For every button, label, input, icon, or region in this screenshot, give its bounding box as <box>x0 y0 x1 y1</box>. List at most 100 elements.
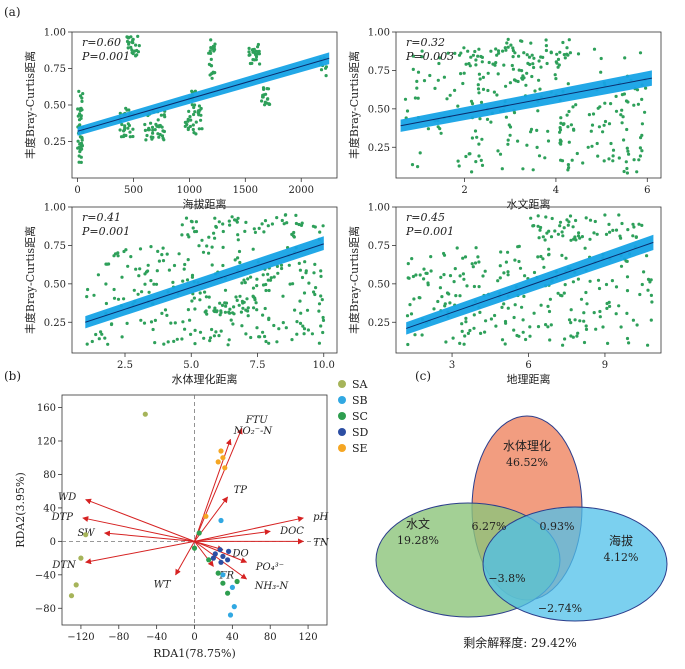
scatter-point <box>198 108 202 112</box>
scatter-point <box>479 54 483 59</box>
scatter-point <box>619 113 623 117</box>
scatter-point <box>253 52 257 57</box>
scatter-point <box>241 306 245 310</box>
scatter-point <box>607 122 612 126</box>
scatter-point <box>546 129 550 133</box>
scatter-point <box>566 125 570 129</box>
scatter-point <box>578 236 582 240</box>
scatter-point <box>519 39 523 43</box>
scatter-point <box>472 326 476 330</box>
scatter-point <box>495 93 499 97</box>
scatter-point <box>213 216 217 220</box>
scatter-point <box>275 340 279 344</box>
fit-line <box>77 57 330 132</box>
y-tick-label: 80 <box>43 470 56 481</box>
scatter-point <box>522 76 526 80</box>
scatter-point <box>406 262 410 266</box>
scatter-point <box>546 325 550 329</box>
y-tick-label: 0.25 <box>368 318 390 329</box>
scatter-point <box>77 154 81 158</box>
venn-label-hydrology: 水文 <box>406 516 430 531</box>
scatter-point <box>457 164 461 168</box>
scatter-point <box>611 154 615 158</box>
scatter-point <box>212 334 216 338</box>
scatter-point <box>531 168 535 172</box>
scatter-point <box>506 250 510 254</box>
scatter-point <box>246 277 250 281</box>
scatter-point <box>165 252 169 256</box>
x-axis-label: 海拔距离 <box>183 197 227 211</box>
scatter-panel-water-physchem: 2.5 5.0 7.5 10.0 0.25 0.50 0.75 1.00 水体理化距离 丰度Bra… <box>23 203 338 386</box>
scatter-point <box>288 282 292 286</box>
env-arrow-label: FTU <box>245 415 269 426</box>
scatter-point <box>558 224 562 228</box>
scatter-point <box>528 334 532 338</box>
scatter-point <box>476 83 480 87</box>
scatter-point <box>227 338 231 342</box>
scatter-point <box>92 293 96 297</box>
scatter-point <box>454 294 458 298</box>
scatter-point <box>209 63 213 68</box>
scatter-point <box>165 313 169 317</box>
scatter-point <box>631 318 636 322</box>
scatter-point <box>299 311 303 315</box>
r-statistic: r=0.32 <box>406 36 445 49</box>
scatter-point <box>155 269 159 273</box>
scatter-point <box>596 154 600 158</box>
scatter-point <box>250 61 254 65</box>
x-tick-label: 7.5 <box>250 360 266 371</box>
scatter-point <box>492 90 496 94</box>
scatter-point <box>161 246 165 250</box>
scatter-point <box>553 229 557 233</box>
scatter-point <box>631 222 635 226</box>
scatter-point <box>263 334 267 339</box>
scatter-point <box>564 256 568 260</box>
venn-set-altitude <box>482 506 668 622</box>
scatter-point <box>584 290 588 295</box>
scatter-point <box>198 291 202 295</box>
scatter-point <box>614 94 618 98</box>
scatter-point <box>321 318 326 322</box>
scatter-point <box>324 66 328 70</box>
scatter-point <box>169 321 173 325</box>
scatter-point <box>266 224 270 228</box>
site-point <box>222 465 228 471</box>
scatter-point <box>194 120 198 124</box>
y-tick-label: 0.50 <box>44 279 66 290</box>
scatter-point <box>523 274 527 278</box>
scatter-point <box>151 128 155 132</box>
scatter-point <box>539 303 543 307</box>
scatter-point <box>475 135 479 139</box>
scatter-point <box>466 49 470 53</box>
x-tick-label: 0 <box>191 632 197 643</box>
plot-frame <box>71 206 338 354</box>
scatter-point <box>512 315 516 320</box>
scatter-point <box>293 308 297 312</box>
scatter-point <box>506 37 510 42</box>
confidence-band <box>400 70 652 132</box>
scatter-point <box>568 214 573 218</box>
scatter-point <box>556 57 561 62</box>
scatter-point <box>611 148 616 152</box>
scatter-point <box>542 265 546 269</box>
scatter-point <box>81 92 85 96</box>
scatter-point <box>530 74 534 79</box>
scatter-point <box>477 154 481 158</box>
y-tick-label: 0.25 <box>44 137 66 148</box>
scatter-point <box>198 330 203 334</box>
scatter-point <box>567 318 572 322</box>
scatter-point <box>566 163 571 167</box>
scatter-point <box>589 129 593 133</box>
scatter-point <box>290 338 294 342</box>
scatter-point <box>648 280 652 284</box>
scatter-point <box>541 257 545 261</box>
scatter-point <box>119 135 124 139</box>
scatter-point <box>608 304 612 308</box>
scatter-point <box>563 56 567 60</box>
scatter-point <box>481 75 485 79</box>
scatter-point <box>270 222 274 226</box>
scatter-point <box>559 116 563 120</box>
scatter-point <box>186 258 190 262</box>
scatter-point <box>636 102 641 106</box>
scatter-point <box>538 228 542 232</box>
